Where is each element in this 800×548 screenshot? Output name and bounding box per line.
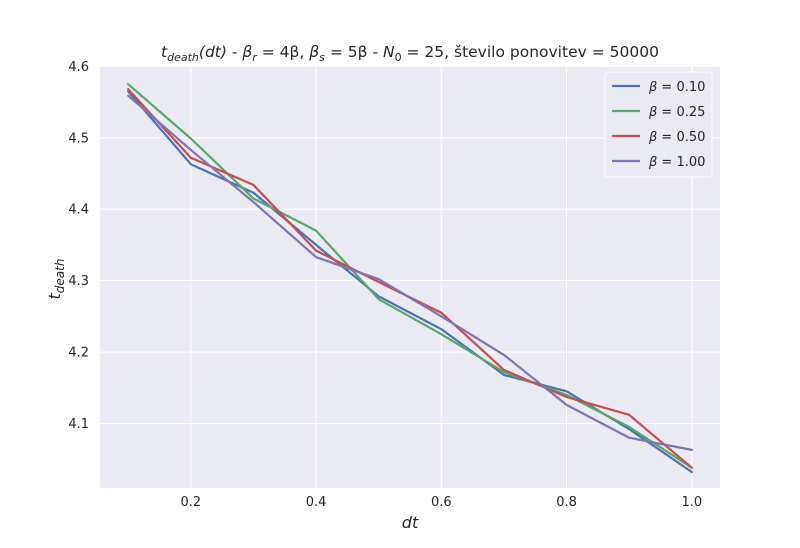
x-tick-label: 0.6 — [431, 495, 452, 510]
series-line-3 — [127, 94, 693, 451]
legend-entry-label: β = 0.50 — [648, 130, 705, 145]
y-tick-label: 4.1 — [68, 417, 89, 432]
x-axis-ticks: 0.2 0.4 0.6 0.8 1.0 — [180, 495, 702, 510]
y-tick-label: 4.4 — [68, 203, 89, 218]
x-tick-label: 0.8 — [556, 495, 577, 510]
legend-entry-label: β = 1.00 — [648, 155, 705, 170]
series-line-1 — [127, 83, 693, 469]
y-axis-ticks: 4.1 4.2 4.3 4.4 4.5 4.6 — [68, 60, 89, 432]
y-tick-label: 4.2 — [68, 346, 89, 361]
y-axis-label: tdeath — [45, 259, 67, 300]
legend-box — [604, 71, 713, 178]
x-tick-label: 0.2 — [180, 495, 201, 510]
x-tick-label: 1.0 — [681, 495, 702, 510]
legend-entry-label: β = 0.10 — [648, 80, 705, 95]
y-tick-label: 4.3 — [68, 274, 89, 289]
legend: β = 0.10 β = 0.25 β = 0.50 β = 1.00 — [604, 71, 713, 178]
legend-entry-label: β = 0.25 — [648, 105, 705, 120]
y-tick-label: 4.5 — [68, 131, 89, 146]
chart-title: tdeath(dt) - βr = 4β, βs = 5β - N0 = 25,… — [161, 43, 659, 64]
series-lines — [127, 83, 693, 474]
y-tick-label: 4.6 — [68, 60, 89, 75]
x-axis-label: dt — [402, 513, 419, 532]
x-tick-label: 0.4 — [306, 495, 327, 510]
